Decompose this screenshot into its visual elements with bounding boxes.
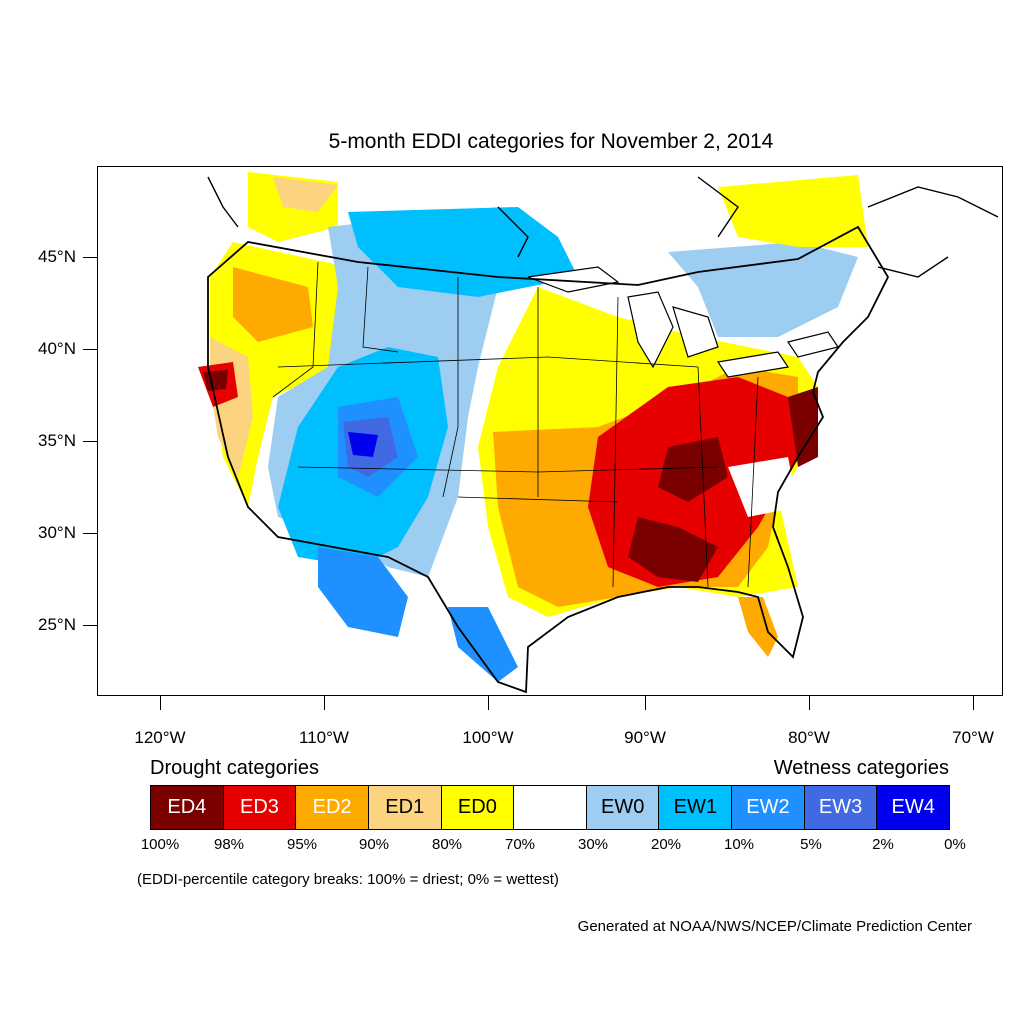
lon-tick-100 <box>488 696 489 710</box>
lon-label-90: 90°W <box>624 728 666 747</box>
region-canada-west-orange <box>273 177 338 212</box>
break-label: 30% <box>577 836 609 853</box>
lat-tick-35 <box>83 441 97 442</box>
lon-tick-90 <box>645 696 646 710</box>
break-label: 2% <box>872 836 894 853</box>
conus-outline <box>207 225 890 694</box>
lat-label-35: 35°N <box>38 431 76 450</box>
legend-box-ew4: EW4 <box>877 786 950 829</box>
lon-tick-120 <box>160 696 161 710</box>
break-label: 20% <box>650 836 682 853</box>
great-lakes <box>527 266 839 378</box>
lon-label-120: 120°W <box>134 728 186 747</box>
lat-tick-40 <box>83 349 97 350</box>
break-label: 90% <box>358 836 390 853</box>
legend-box-ew0: EW0 <box>586 786 660 829</box>
lat-label-25: 25°N <box>38 615 76 634</box>
canada-coast <box>207 176 999 278</box>
region-east-canada-ew0 <box>668 242 858 337</box>
break-label: 10% <box>723 836 755 853</box>
lon-tick-70 <box>973 696 974 710</box>
region-appalachian-white <box>728 457 798 517</box>
break-label: 95% <box>286 836 318 853</box>
map-panel[interactable] <box>97 166 1003 696</box>
region-east-darkred <box>788 387 818 467</box>
lat-tick-45 <box>83 257 97 258</box>
region-ohio-darkred <box>658 437 728 502</box>
lat-label-45: 45°N <box>38 247 76 266</box>
wetness-heading: Wetness categories <box>773 757 949 779</box>
legend-box-ed4: ED4 <box>151 786 224 829</box>
break-label: 100% <box>140 836 180 853</box>
lon-label-80: 80°W <box>788 728 830 747</box>
region-florida-orange <box>738 597 778 657</box>
region-east-canada-yellow <box>718 175 868 247</box>
legend-box-ed1: ED1 <box>368 786 442 829</box>
break-label: 98% <box>213 836 245 853</box>
legend-box-ed3: ED3 <box>223 786 297 829</box>
percentile-note: (EDDI-percentile category breaks: 100% =… <box>137 871 559 888</box>
legend-box-ew1: EW1 <box>659 786 733 829</box>
legend-box-ed2: ED2 <box>296 786 369 829</box>
lat-tick-25 <box>83 625 97 626</box>
break-label: 0% <box>944 836 966 853</box>
legend-box-ew3: EW3 <box>804 786 878 829</box>
break-label: 5% <box>800 836 822 853</box>
lon-tick-110 <box>324 696 325 710</box>
region-oregon-orange <box>233 267 313 342</box>
credit-line: Generated at NOAA/NWS/NCEP/Climate Predi… <box>577 918 972 935</box>
legend-box-ew2: EW2 <box>732 786 805 829</box>
lon-tick-80 <box>809 696 810 710</box>
lat-label-40: 40°N <box>38 339 76 358</box>
lon-label-100: 100°W <box>462 728 514 747</box>
lat-label-30: 30°N <box>38 523 76 542</box>
lon-label-70: 70°W <box>952 728 994 747</box>
drought-heading: Drought categories <box>150 757 319 779</box>
region-sw-ew2 <box>318 547 408 637</box>
break-label: 70% <box>504 836 536 853</box>
category-legend: ED4 ED3 ED2 ED1 ED0 EW0 EW1 EW2 EW3 EW4 <box>150 785 950 830</box>
eddi-map <box>198 172 999 694</box>
region-south-darkred <box>628 517 718 582</box>
lon-label-110: 110°W <box>299 728 349 747</box>
region-west-ew4 <box>348 432 378 457</box>
region-texas-ew2 <box>448 607 518 682</box>
legend-box-ed0: ED0 <box>441 786 515 829</box>
map-title: 5-month EDDI categories for November 2, … <box>328 130 774 153</box>
lat-tick-30 <box>83 533 97 534</box>
legend-box-neutral <box>514 786 587 829</box>
break-label: 80% <box>431 836 463 853</box>
